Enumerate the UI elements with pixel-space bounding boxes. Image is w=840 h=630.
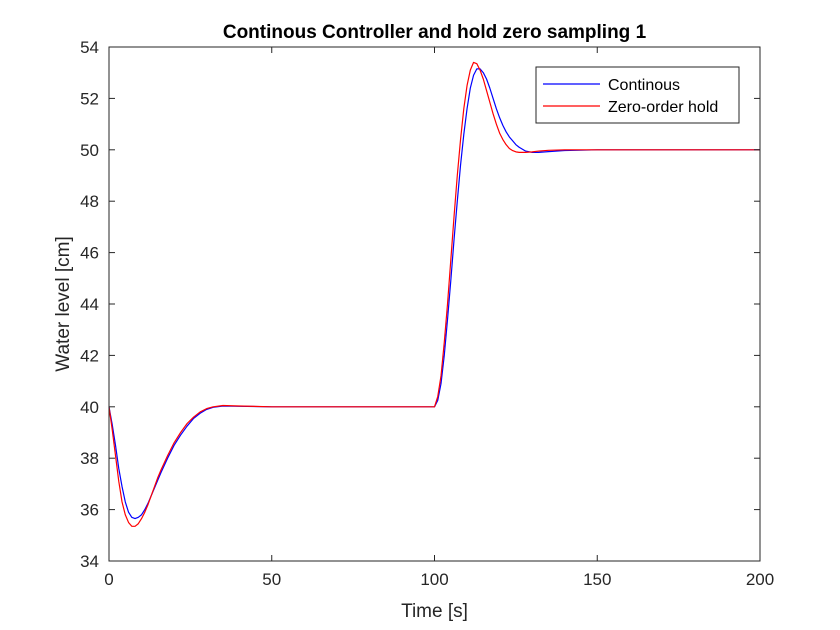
y-tick-label: 48 [80, 192, 99, 211]
x-axis-label: Time [s] [401, 601, 468, 622]
y-tick-label: 38 [80, 449, 99, 468]
tick-layer: 0 50 100 150 200 34 36 38 40 42 44 46 48 50 52 54 [80, 38, 774, 589]
y-axis-label: Water level [cm] [53, 236, 74, 372]
y-tick-label: 54 [80, 38, 99, 57]
legend-label-zero-order-hold: Zero-order hold [608, 99, 718, 116]
series-layer [108, 61, 760, 527]
x-tick-label: 150 [583, 570, 611, 589]
x-tick-label: 200 [746, 570, 774, 589]
y-tick-label: 46 [80, 244, 99, 263]
legend-box [535, 66, 740, 124]
y-tick-label: 50 [80, 141, 99, 160]
x-tick-label: 0 [104, 570, 113, 589]
y-tick-label: 34 [80, 552, 99, 571]
series-line-zero-order-hold [108, 61, 760, 527]
y-tick-label: 42 [80, 346, 99, 365]
x-tick-label: 100 [420, 570, 448, 589]
x-tick-label: 50 [262, 570, 281, 589]
legend: Continous Zero-order hold [535, 66, 740, 124]
series-line-continous [108, 68, 760, 520]
chart-title: Continous Controller and hold zero sampl… [223, 22, 647, 43]
legend-label-continous: Continous [608, 77, 680, 94]
y-tick-label: 36 [80, 501, 99, 520]
y-tick-label: 52 [80, 89, 99, 108]
plot-area [109, 47, 760, 561]
y-tick-label: 40 [80, 398, 99, 417]
y-tick-label: 44 [80, 295, 99, 314]
